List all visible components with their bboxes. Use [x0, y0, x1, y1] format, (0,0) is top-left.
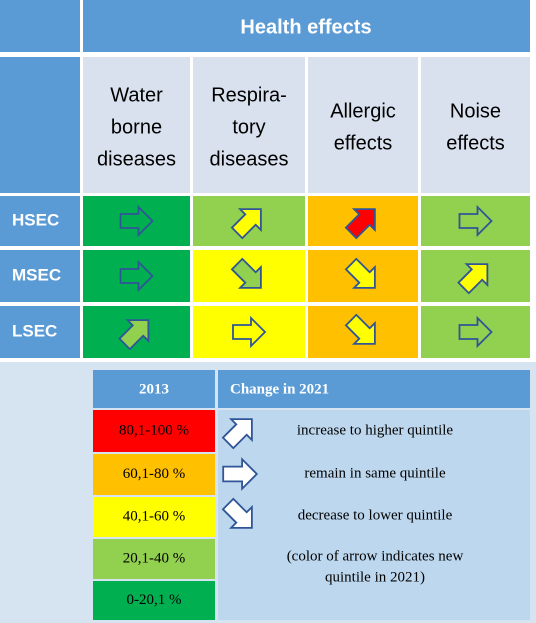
arrow [221, 497, 253, 529]
arrow [119, 259, 154, 293]
arrow [458, 204, 493, 238]
column-header: diseases [210, 148, 289, 170]
arrow [457, 263, 489, 295]
quintile-label: 60,1-80 % [123, 466, 186, 482]
column-header: Respira- [211, 84, 287, 106]
column-header-cell [193, 57, 305, 193]
column-header-cell [308, 57, 418, 193]
row-header-cell [0, 250, 80, 302]
quintile-swatch [93, 581, 215, 620]
arrow [119, 204, 154, 238]
quintile-label: 40,1-60 % [123, 508, 186, 524]
column-header: diseases [97, 148, 176, 170]
arrow [458, 315, 493, 349]
arrow [344, 257, 376, 289]
column-header-cell [421, 57, 530, 193]
legend-header-cell [93, 370, 215, 408]
column-header: effects [334, 132, 393, 154]
quintile-label: 80,1-100 % [119, 422, 189, 438]
legend-header: Change in 2021 [230, 381, 329, 397]
quintile-label: 0-20,1 % [127, 592, 182, 608]
arrow [230, 208, 262, 240]
quintile-swatch [93, 454, 215, 495]
row-header-cell [0, 306, 80, 358]
column-header-cell [83, 57, 190, 193]
header-cell [83, 0, 530, 52]
arrow [118, 319, 150, 351]
change-label: increase to higher quintile [297, 422, 454, 438]
quintile-label: 20,1-40 % [123, 550, 186, 566]
quintile-swatch [93, 539, 215, 579]
arrow [230, 257, 262, 289]
corner-cell [0, 57, 80, 193]
column-header: Noise [450, 100, 501, 122]
arrow [344, 313, 376, 345]
row-header: HSEC [12, 210, 59, 229]
arrow [232, 315, 267, 349]
legend-header-cell [218, 370, 530, 408]
header-title: Health effects [240, 16, 371, 38]
change-label: remain in same quintile [304, 465, 446, 481]
column-header: tory [232, 116, 265, 138]
column-header: Allergic [330, 100, 396, 122]
legend-note: (color of arrow indicates new [287, 548, 464, 564]
legend-note: quintile in 2021) [325, 569, 425, 585]
column-header: Water [110, 84, 163, 106]
arrow [344, 208, 376, 240]
change-label: decrease to lower quintile [298, 507, 453, 523]
legend-header: 2013 [139, 381, 169, 397]
arrow [221, 418, 253, 450]
arrow [222, 457, 259, 491]
quintile-swatch [93, 497, 215, 537]
row-header: LSEC [12, 321, 57, 340]
legend-right-panel [218, 410, 530, 620]
column-header: borne [111, 116, 162, 138]
column-header: effects [446, 132, 505, 154]
row-header-cell [0, 196, 80, 246]
row-header: MSEC [12, 265, 61, 284]
corner-cell [0, 0, 80, 52]
quintile-swatch [93, 410, 215, 452]
